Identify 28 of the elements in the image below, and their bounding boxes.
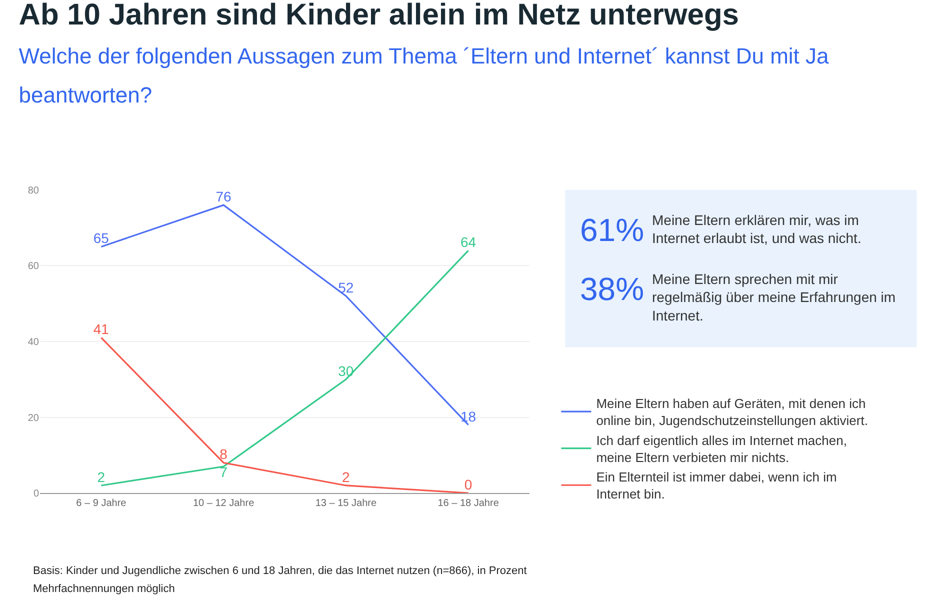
y-tick-label: 40: [28, 336, 40, 348]
text: 61% Meine Eltern erklären mir, was im Internet erlaubt ist, und was nicht.: [580, 212, 862, 248]
chart-title: Ab 10 Jahren sind Kinder allein im Netz unterwegs: [18, 0, 739, 32]
chart-subtitle: Welche der folgenden Aussagen zum Thema ´Eltern und Internet´ kannst Du mit Ja beantworten?: [18, 44, 830, 108]
x-tick-label: 13 – 15 Jahre: [315, 498, 377, 510]
data-label: 64: [460, 234, 476, 250]
x-tick-label: 6 – 9 Jahre: [76, 498, 127, 510]
x-tick-label: 16 – 18 Jahre: [438, 498, 500, 510]
data-label: 0: [464, 476, 472, 493]
y-tick-label: 0: [33, 488, 40, 500]
legend-label: Ich darf eigentlich alles im Internet machen, meine Eltern verbieten mir nichts.: [596, 432, 847, 465]
legend-label: Ein Elternteil ist immer dabei, wenn ich im Internet bin.: [596, 470, 837, 502]
text: Mehrfachnennungen möglich: [33, 583, 175, 595]
legend-label: Meine Eltern haben auf Geräten, mit denen ich online bin, Jugendschutzeinstellungen aktiviert.: [596, 396, 868, 428]
data-label: 2: [97, 468, 106, 485]
data-label: 65: [93, 230, 110, 246]
y-tick-label: 80: [28, 185, 40, 196]
data-label: 18: [460, 408, 476, 424]
data-label: 2: [342, 468, 350, 485]
data-label: 8: [220, 446, 228, 462]
text: Basis: Kinder und Jugendliche zwischen 6 und 18 Jahren, die das Internet nutzen (n=866), in Prozent: [33, 565, 527, 577]
text: 38% Meine Eltern sprechen mit mir regelmäßig über meine Erfahrungen im Internet.: [580, 271, 896, 324]
data-label: 7: [220, 464, 228, 480]
data-label: 41: [93, 321, 110, 338]
x-tick-label: 10 – 12 Jahre: [192, 498, 255, 510]
data-label: 76: [216, 188, 232, 205]
y-tick-label: 20: [28, 412, 40, 424]
y-tick-label: 60: [28, 261, 40, 272]
